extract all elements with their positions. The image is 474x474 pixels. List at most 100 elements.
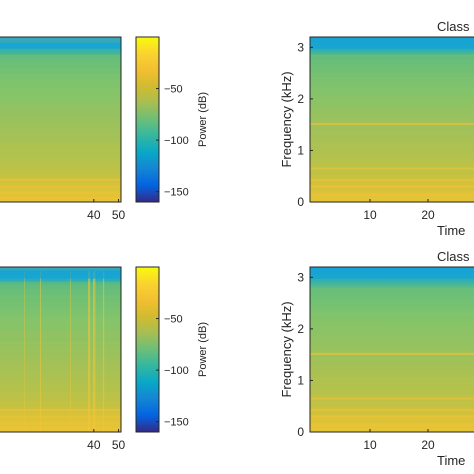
frequency-band bbox=[310, 176, 474, 180]
frequency-band bbox=[310, 349, 474, 353]
frequency-band bbox=[0, 375, 121, 379]
bright-band bbox=[310, 185, 474, 188]
frequency-band bbox=[310, 159, 474, 163]
frequency-band bbox=[0, 355, 121, 359]
bright-band bbox=[310, 408, 474, 412]
y-tick-label: 0 bbox=[297, 195, 304, 209]
frequency-band bbox=[0, 68, 121, 72]
frequency-band bbox=[310, 116, 474, 121]
frequency-band bbox=[310, 321, 474, 325]
panel-title: Class bbox=[437, 19, 470, 34]
frequency-band bbox=[310, 358, 474, 362]
panel-top-left: 40 50 −50 −100 −150 Power (dB) bbox=[0, 36, 209, 222]
colorbar bbox=[135, 266, 160, 433]
frequency-band bbox=[0, 360, 121, 365]
frequency-band bbox=[0, 159, 121, 163]
frequency-band bbox=[310, 93, 474, 98]
colorbar bbox=[135, 36, 160, 203]
frequency-band bbox=[310, 380, 474, 385]
y-tick-label: 3 bbox=[297, 270, 304, 284]
x-tick-label: 40 bbox=[87, 438, 101, 452]
frequency-band bbox=[0, 150, 121, 155]
colorbar-label: Power (dB) bbox=[197, 92, 209, 147]
x-tick-label: 50 bbox=[112, 438, 126, 452]
frequency-band bbox=[0, 329, 121, 333]
bright-band bbox=[310, 122, 474, 125]
frequency-band bbox=[0, 392, 121, 396]
x-tick-label: 40 bbox=[87, 208, 101, 222]
frequency-band bbox=[310, 281, 474, 285]
frequency-band bbox=[310, 182, 474, 186]
frequency-band bbox=[0, 62, 121, 66]
frequency-band bbox=[0, 318, 121, 322]
frequency-band bbox=[0, 99, 121, 103]
colorbar-tick-label: −50 bbox=[164, 84, 183, 96]
frequency-band bbox=[0, 199, 121, 203]
x-axis-label: Time bbox=[437, 223, 465, 238]
panel-top-right: 10 20 0 1 2 3 Class Time Frequency (kHz) bbox=[279, 19, 474, 238]
x-tick-label: 20 bbox=[421, 438, 435, 452]
frequency-band bbox=[0, 170, 121, 175]
frequency-band bbox=[310, 360, 474, 365]
panel-bottom-right: 10 20 0 1 2 3 Class Time Frequency (kHz) bbox=[279, 249, 474, 468]
frequency-band bbox=[0, 306, 121, 311]
frequency-band bbox=[0, 85, 121, 89]
colorbar-tick-label: −150 bbox=[164, 417, 189, 429]
frequency-band bbox=[0, 372, 121, 376]
frequency-band bbox=[310, 412, 474, 416]
frequency-band bbox=[0, 96, 121, 101]
bright-band bbox=[310, 415, 474, 418]
frequency-band bbox=[0, 136, 121, 140]
frequency-band bbox=[0, 51, 121, 55]
x-tick-label: 50 bbox=[112, 208, 126, 222]
y-axis-label: Frequency (kHz) bbox=[279, 71, 294, 167]
x-tick-label: 20 bbox=[421, 208, 435, 222]
frequency-band bbox=[310, 105, 474, 109]
frequency-band bbox=[310, 150, 474, 155]
frequency-band bbox=[310, 88, 474, 92]
frequency-band bbox=[310, 312, 474, 316]
frequency-band bbox=[0, 326, 121, 331]
frequency-band bbox=[310, 289, 474, 294]
frequency-band bbox=[310, 119, 474, 123]
panel-title: Class bbox=[437, 249, 470, 264]
frequency-band bbox=[310, 295, 474, 299]
colorbar-tick-label: −50 bbox=[164, 314, 183, 326]
frequency-band bbox=[310, 426, 474, 430]
frequency-band bbox=[0, 176, 121, 180]
frequency-band bbox=[310, 133, 474, 138]
axes-box bbox=[0, 36, 122, 203]
frequency-band bbox=[0, 147, 121, 152]
frequency-band bbox=[310, 366, 474, 370]
frequency-band bbox=[0, 71, 121, 75]
y-axis-label: Frequency (kHz) bbox=[279, 301, 294, 397]
frequency-band bbox=[310, 167, 474, 172]
frequency-band bbox=[0, 321, 121, 325]
frequency-band bbox=[310, 304, 474, 308]
frequency-band bbox=[310, 395, 474, 399]
frequency-band bbox=[310, 190, 474, 194]
frequency-band bbox=[0, 88, 121, 92]
x-tick-label: 10 bbox=[363, 438, 377, 452]
frequency-band bbox=[0, 128, 121, 132]
frequency-band bbox=[310, 329, 474, 333]
frequency-band bbox=[0, 417, 121, 422]
frequency-band bbox=[0, 289, 121, 294]
frequency-band bbox=[310, 420, 474, 424]
y-tick-label: 2 bbox=[297, 92, 304, 106]
frequency-band bbox=[0, 108, 121, 112]
frequency-band bbox=[310, 323, 474, 328]
frequency-band bbox=[310, 79, 474, 84]
x-tick-label: 10 bbox=[363, 208, 377, 222]
frequency-band bbox=[0, 116, 121, 121]
frequency-band bbox=[0, 165, 121, 169]
energy-burst bbox=[93, 271, 96, 432]
frequency-band bbox=[310, 377, 474, 382]
frequency-band bbox=[310, 326, 474, 331]
frequency-band bbox=[0, 74, 121, 78]
frequency-band bbox=[310, 96, 474, 101]
frequency-band bbox=[310, 71, 474, 75]
frequency-band bbox=[0, 111, 121, 115]
frequency-band bbox=[0, 429, 121, 433]
